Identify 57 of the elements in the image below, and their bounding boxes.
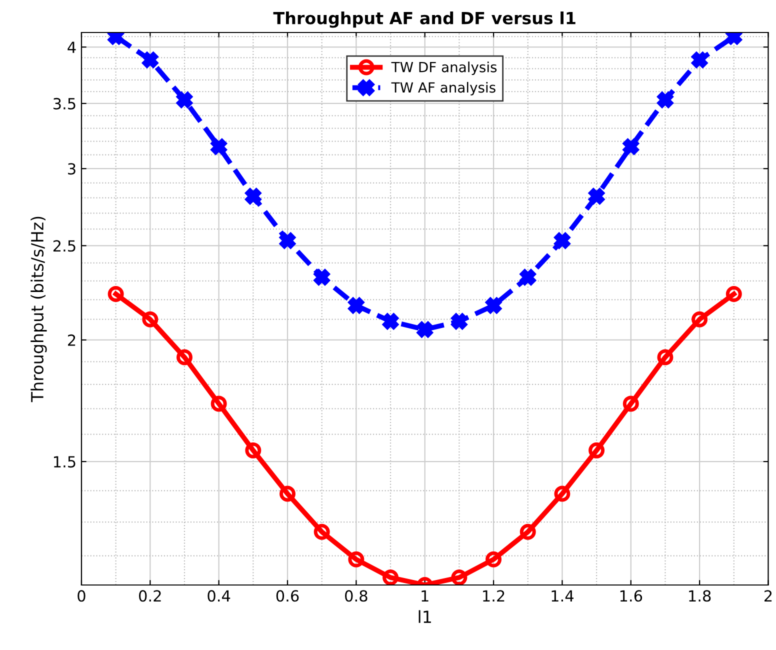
point — [142, 311, 158, 328]
x-tick-label: 0.4 — [208, 590, 230, 602]
point — [451, 570, 468, 585]
x-tick-label: 1 — [422, 590, 428, 602]
point — [520, 524, 536, 540]
point — [622, 138, 639, 155]
y-tick-label: 3.5 — [53, 98, 76, 110]
x-axis-title: l1 — [418, 610, 431, 623]
point — [382, 313, 399, 330]
point — [210, 396, 227, 412]
point — [245, 442, 262, 458]
point — [142, 52, 158, 68]
point — [692, 311, 708, 328]
point — [280, 486, 296, 502]
point — [520, 269, 536, 286]
x-tick-label: 0.2 — [139, 590, 161, 602]
y-tick-label: 3 — [68, 163, 76, 175]
x-tick-label: 0.6 — [276, 590, 299, 602]
x-tick-label: 0 — [78, 590, 86, 602]
point — [176, 92, 192, 108]
point — [280, 232, 296, 249]
y-tick-label: 2 — [68, 334, 76, 346]
point — [314, 269, 330, 286]
legend-label: TW DF analysis — [391, 62, 497, 76]
point — [486, 551, 502, 568]
point — [176, 349, 192, 366]
legend-label: TW AF analysis — [391, 82, 496, 96]
point — [657, 349, 674, 366]
point — [657, 92, 674, 108]
point — [245, 188, 262, 204]
point — [108, 286, 124, 302]
point — [348, 551, 364, 568]
chart-title: Throughput AF and DF versus l1 — [273, 12, 576, 28]
point — [726, 286, 742, 302]
point — [348, 298, 364, 314]
y-tick-label: 1.5 — [54, 456, 76, 468]
point — [382, 570, 399, 585]
point — [588, 442, 605, 458]
point — [692, 52, 708, 68]
x-tick-label: 1.8 — [689, 590, 711, 602]
y-tick-label: 2.5 — [53, 240, 76, 252]
point — [554, 232, 570, 249]
x-tick-label: 1.2 — [483, 590, 504, 602]
x-tick-label: 1.6 — [620, 590, 642, 602]
point — [486, 298, 502, 314]
point — [416, 322, 433, 338]
point — [210, 138, 227, 155]
y-axis-title: Throughput (bits/s/Hz) — [30, 216, 47, 402]
x-tick-label: 2 — [764, 590, 772, 602]
point — [588, 188, 605, 204]
point — [622, 396, 639, 412]
x-tick-label: 1.4 — [552, 590, 574, 602]
point — [554, 486, 570, 502]
point — [451, 313, 468, 330]
x-tick-label: 0.8 — [345, 590, 368, 602]
y-tick-label: 4 — [68, 42, 76, 53]
point — [314, 524, 330, 540]
